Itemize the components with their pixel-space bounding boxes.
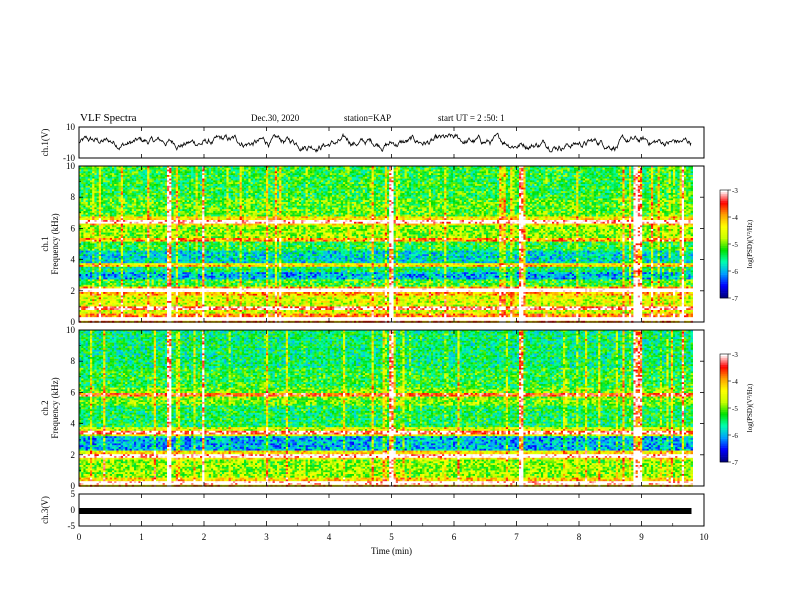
xtick-label: 9 [639,532,644,542]
ytick-label: 10 [66,161,76,171]
xtick-label: 2 [202,532,207,542]
ch1-waveform-line [78,132,692,153]
colorbar-tick-label: -5 [732,241,738,249]
ytick-label: 8 [71,356,76,366]
ch3-trace-panel: 5 0 -5 ch.3(V) [40,489,705,531]
ch3-ytick-label: 5 [71,489,76,499]
ch1-waveform-ylabel: ch.1(V) [40,129,50,157]
colorbar-tick-label: -3 [732,351,738,359]
xtick-label: 8 [577,532,582,542]
xaxis-label: Time (min) [371,546,412,556]
spectrogram-cells [79,166,693,323]
colorbar-label: log(PSD)(V²/Hz) [746,383,754,432]
ytick-label: 0 [71,481,76,491]
ytick-label: 4 [71,419,76,429]
ytick-label: 2 [71,286,76,296]
ch1-colorbar: -3 -4 -5 -6 -7 log(PSD)(V²/Hz) [719,187,754,303]
ch1-ytick-label: -10 [63,153,75,163]
ch3-trace-line [79,508,692,514]
spectrogram-ylabel-channel: ch.1 [40,236,50,251]
figure-title: VLF Spectra [80,112,137,124]
colorbar-tick-label: -6 [732,432,738,440]
ytick-label: 6 [71,223,76,233]
ch1-ytick-label: 10 [66,122,76,132]
ch3-ylabel: ch.3(V) [40,496,50,524]
xtick-label: 3 [264,532,269,542]
colorbar-tick-label: -5 [732,405,738,413]
spectrogram-ylabel-channel: ch.2 [40,400,50,415]
xtick-label: 10 [700,532,710,542]
colorbar-label: log(PSD)(V²/Hz) [746,219,754,268]
ytick-label: 6 [71,387,76,397]
start-time-label: start UT = 2 :50: 1 [438,113,505,123]
ytick-label: 4 [71,255,76,265]
ytick-label: 2 [71,450,76,460]
colorbar-tick-label: -4 [732,214,738,222]
colorbar-tick-label: -7 [732,459,738,467]
ytick-label: 10 [66,325,76,335]
ch3-ytick-label: -5 [68,521,76,531]
time-axis: 0 1 2 3 4 5 6 7 8 9 10 Time (min) [77,532,709,556]
spectrogram-cells [79,330,693,487]
colorbar-tick-label: -3 [732,187,738,195]
spectrogram-ylabel-frequency: Frequency (kHz) [50,377,60,438]
xtick-label: 5 [389,532,394,542]
station-label: station=KAP [344,113,391,123]
spectrogram-ylabel-frequency: Frequency (kHz) [50,213,60,274]
ytick-label: 8 [71,192,76,202]
colorbar-tick-label: -7 [732,295,738,303]
ch3-ytick-label: 0 [71,505,76,515]
ch1-waveform-panel: 10 -10 ch.1(V) [40,122,705,163]
ch2-colorbar: -3 -4 -5 -6 -7 log(PSD)(V²/Hz) [719,351,754,467]
xtick-label: 0 [77,532,82,542]
xtick-label: 1 [139,532,144,542]
xtick-label: 4 [327,532,332,542]
xtick-label: 7 [514,532,519,542]
xtick-label: 6 [452,532,457,542]
colorbar-tick-label: -4 [732,378,738,386]
date-label: Dec.30, 2020 [251,113,299,123]
ytick-label: 0 [71,317,76,327]
colorbar-tick-label: -6 [732,268,738,276]
ch1-spectrogram-panel: 0 2 4 6 8 10 ch.1 Frequency (kHz) -3 -4 -5 -6 -7 log(… [40,161,754,327]
ch2-spectrogram-panel: 0 2 4 6 8 10 ch.2 Frequency (kHz) -3 -4 -5 -6 -7 log(… [40,325,754,491]
